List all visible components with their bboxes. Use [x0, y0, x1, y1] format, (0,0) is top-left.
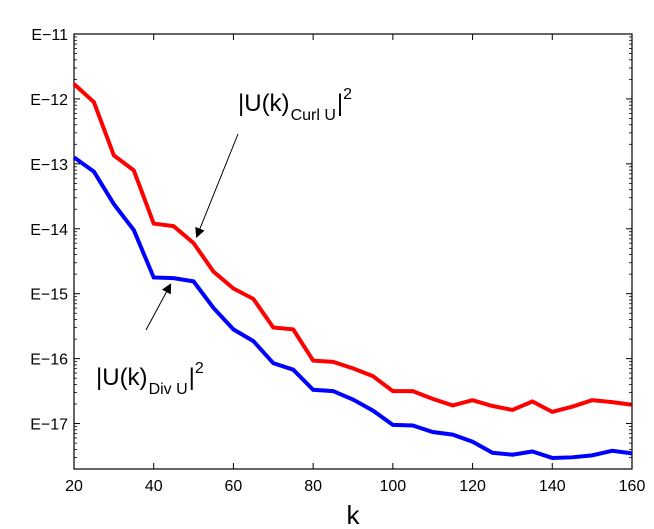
- annotation-curl-label: |U(k)Curl U|2: [238, 86, 352, 124]
- annotation-div-arrow: [145, 283, 172, 331]
- y-tick-label: E−17: [30, 417, 68, 434]
- annotation-div-bar: |: [189, 364, 195, 391]
- annotation-curl-bar: |: [337, 90, 343, 117]
- x-tick-label: 20: [65, 478, 83, 495]
- plot-area: [73, 33, 633, 470]
- x-tick-label: 40: [145, 478, 163, 495]
- annotation-curl-sup: 2: [343, 86, 352, 103]
- annotation-div: |U(k)Div U|2: [96, 283, 204, 398]
- annotation-curl-sub: Curl U: [291, 107, 336, 124]
- series-layer: [72, 82, 633, 460]
- x-tick-label: 80: [304, 478, 322, 495]
- annotation-curl: |U(k)Curl U|2: [195, 86, 352, 238]
- x-axis-label: k: [347, 500, 361, 529]
- x-tick-label: 100: [380, 478, 407, 495]
- x-tick-label: 160: [619, 478, 646, 495]
- y-tick-label: E−12: [30, 92, 68, 109]
- annotation-curl-main: |U(k): [238, 90, 290, 117]
- ticks-layer: 20 40 60 80 100 120 140 160 E−17 E−16 E−15 E−14 E−13…: [30, 27, 645, 495]
- plot-frame: [73, 33, 633, 470]
- x-tick-label: 60: [225, 478, 243, 495]
- x-tick-label: 140: [539, 478, 566, 495]
- annotation-div-sub: Div U: [149, 381, 188, 398]
- y-tick-label: E−13: [30, 157, 68, 174]
- x-tick-label: 120: [459, 478, 486, 495]
- y-tick-label: E−14: [30, 222, 68, 239]
- y-tick-label: E−16: [30, 352, 68, 369]
- annotation-div-sup: 2: [195, 360, 204, 377]
- annotation-div-main: |U(k): [96, 364, 148, 391]
- y-tick-label: E−15: [30, 287, 68, 304]
- annotation-curl-arrow: [195, 133, 239, 238]
- annotation-div-label: |U(k)Div U|2: [96, 360, 204, 398]
- y-tick-label: E−11: [31, 27, 68, 44]
